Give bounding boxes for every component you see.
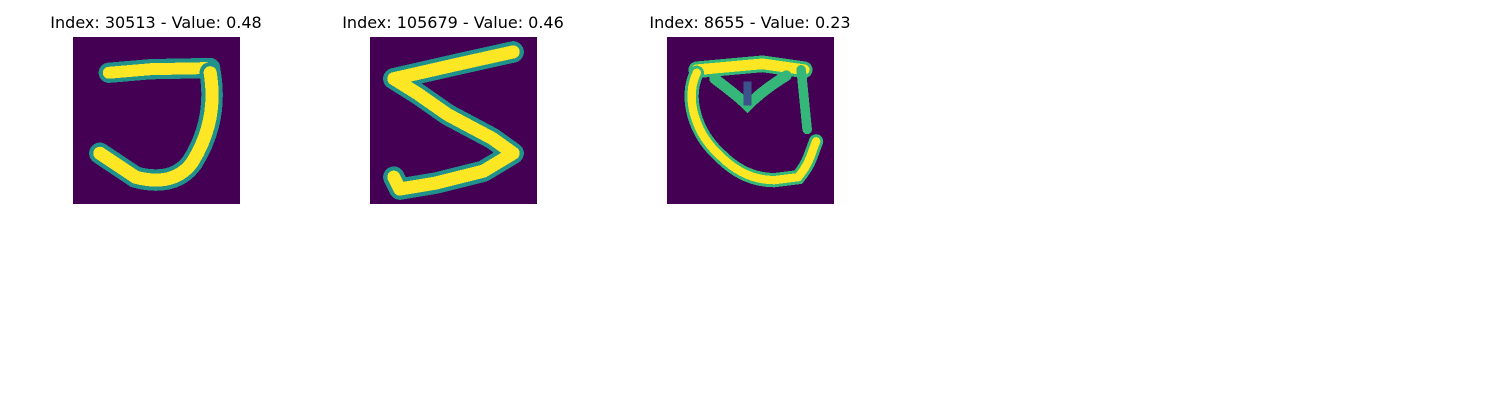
panel-title: Index: 30513 - Value: 0.48 — [50, 13, 262, 32]
panel-title: Index: 105679 - Value: 0.46 — [342, 13, 564, 32]
digit-image — [73, 37, 240, 204]
digit-image — [667, 37, 834, 204]
digit-image — [370, 37, 537, 204]
panel-title: Index: 8655 - Value: 0.23 — [649, 13, 851, 32]
